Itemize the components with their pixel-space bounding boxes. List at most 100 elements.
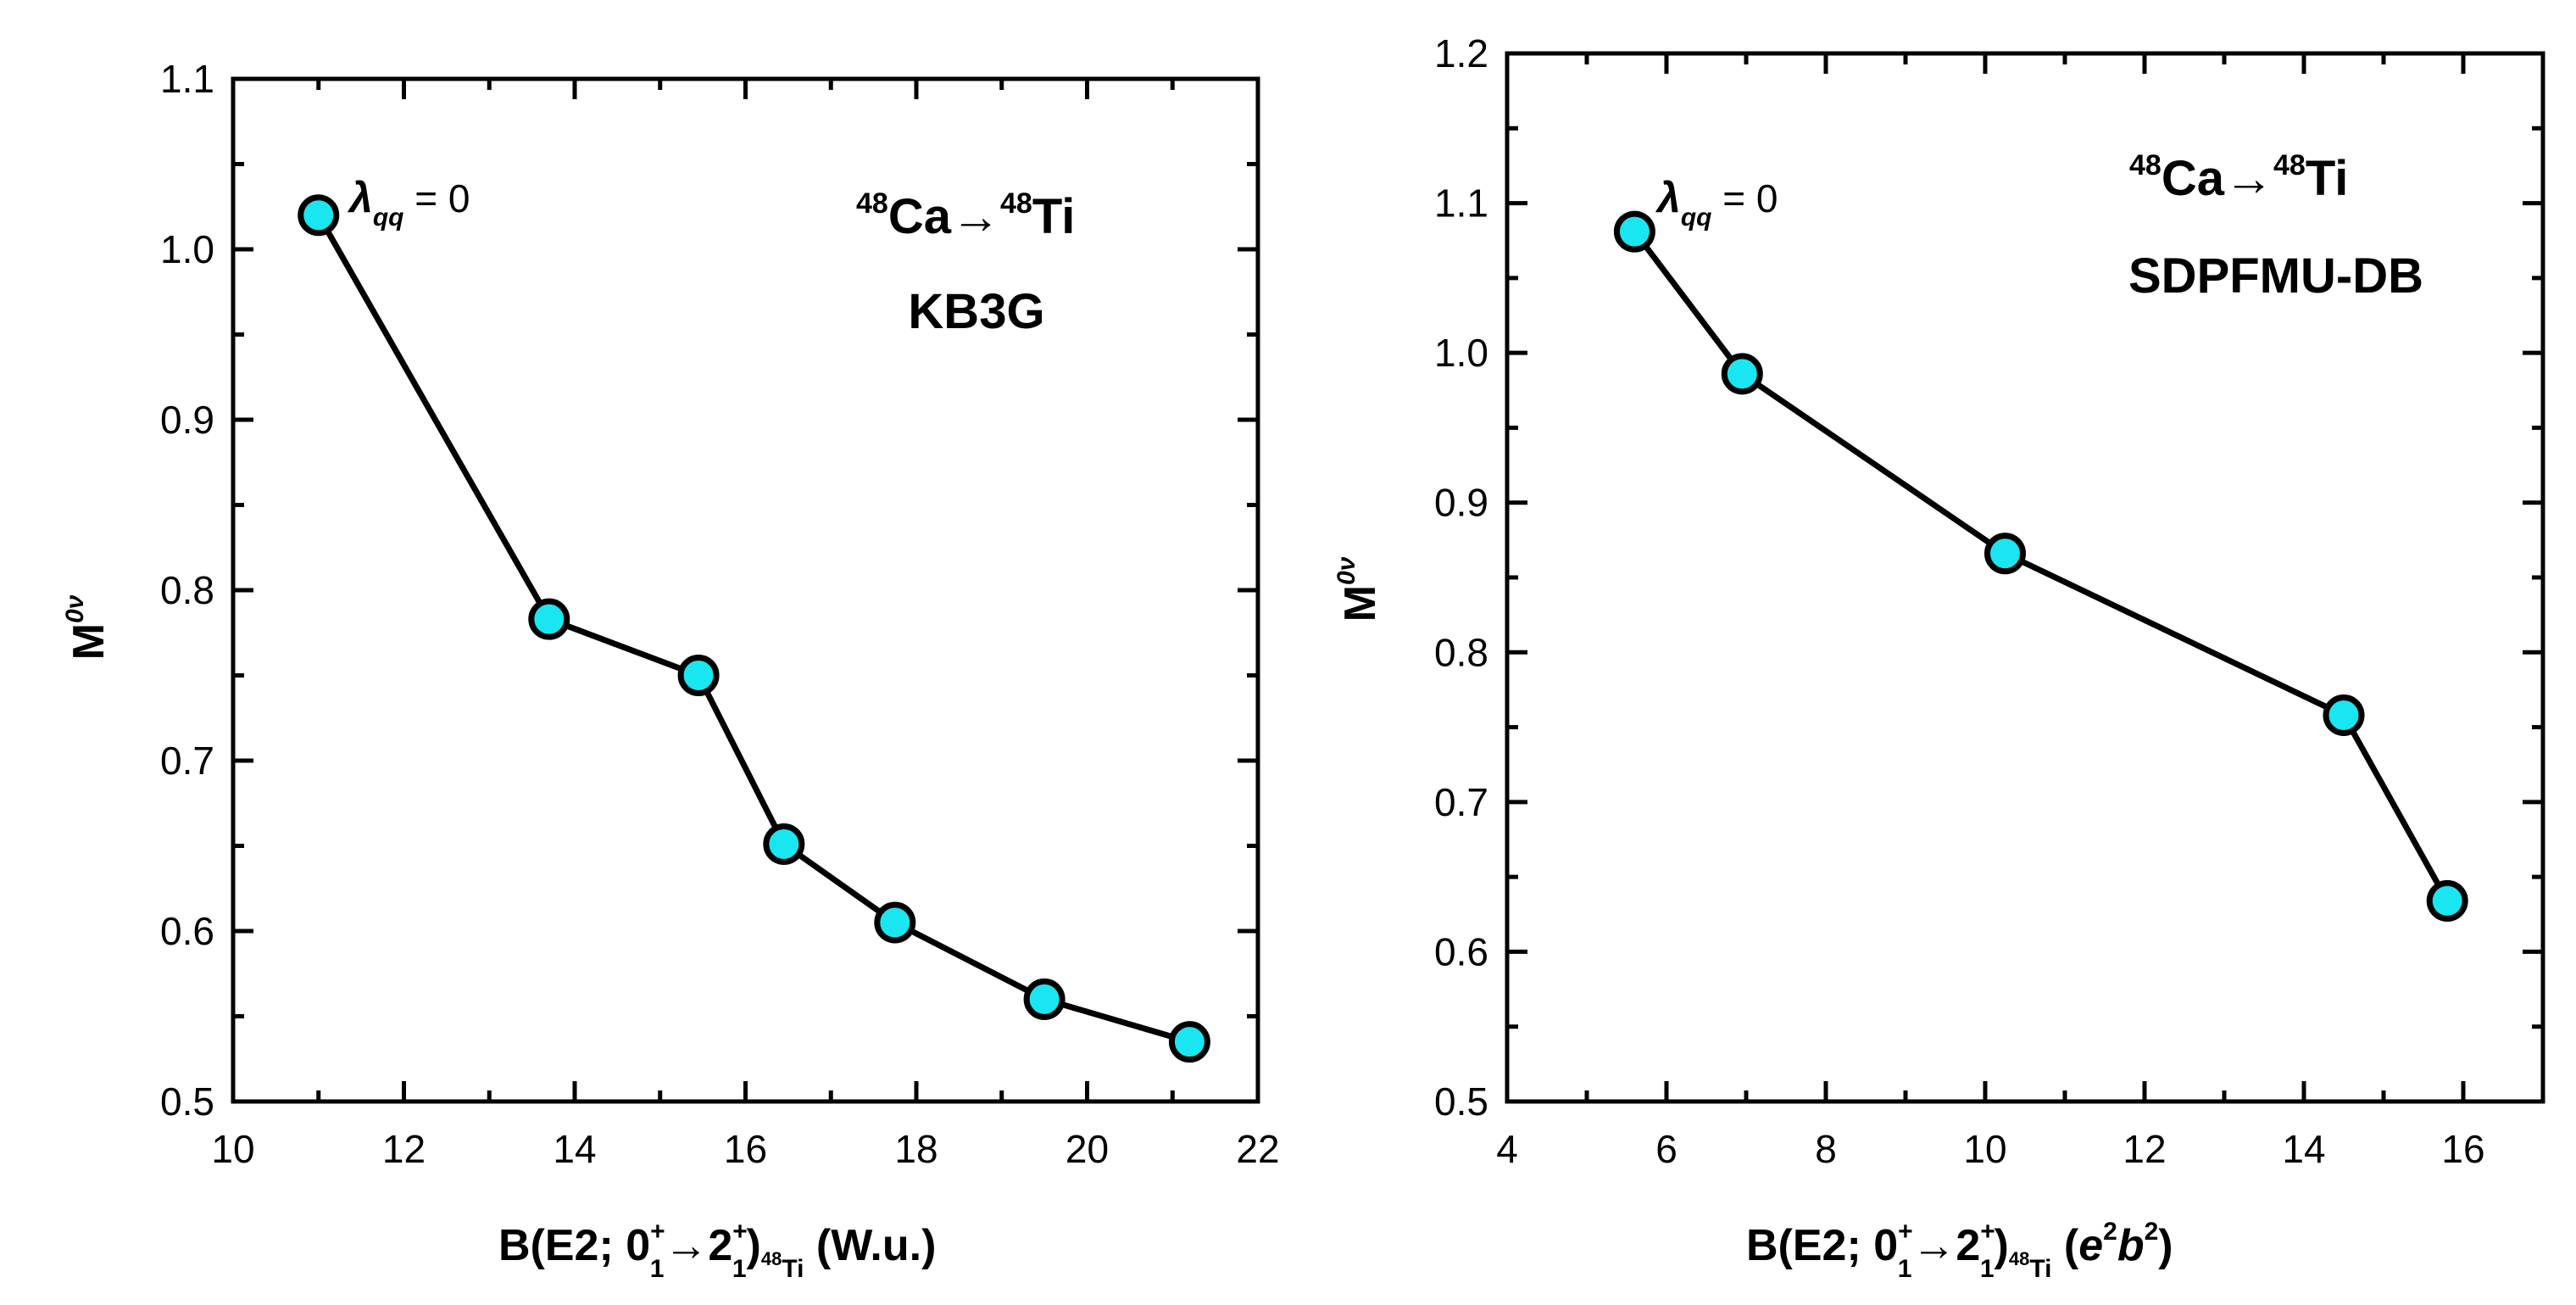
right-data-point	[1984, 533, 2026, 575]
right-x-tick-label: 6	[1655, 1127, 1677, 1171]
right-data-point	[2426, 879, 2468, 922]
right-series-points	[1613, 210, 2468, 922]
right-data-point	[1721, 353, 1763, 395]
left-x-tick-label: 20	[1065, 1127, 1109, 1171]
left-xlabel-iso-elem: Ti	[782, 1255, 804, 1283]
right-y-tick-label: 1.1	[1434, 181, 1488, 226]
right-xlabel-arrow: →	[1911, 1221, 1956, 1270]
right-xlabel-sub2: 1	[1980, 1255, 1995, 1283]
right-x-tick-label: 4	[1496, 1127, 1518, 1171]
left-lambda-sub: qq	[373, 204, 404, 231]
left-x-tick-label: 22	[1236, 1127, 1279, 1171]
left-reaction-e1: Ca	[888, 189, 952, 244]
right-y-tick-label: 0.9	[1434, 481, 1488, 525]
right-xlabel-unit-e: e	[2078, 1221, 2103, 1270]
right-x-tick-label: 12	[2123, 1127, 2166, 1171]
right-model-label: SDPFMU-DB	[2128, 248, 2423, 304]
left-xlabel-unit: (W.u.)	[804, 1221, 936, 1270]
left-series-line	[315, 214, 1191, 1046]
right-xlabel-unit-open: (	[2051, 1221, 2078, 1270]
right-ylabel-sup: 0ν	[1333, 556, 1360, 585]
left-plot-frame	[231, 76, 1260, 1104]
right-y-tick-label: 0.6	[1434, 929, 1488, 973]
left-ylabel-main: M	[64, 623, 114, 660]
right-lambda-annotation: λqq = 0	[1655, 174, 1778, 231]
left-x-tick-label: 12	[382, 1127, 426, 1171]
left-reaction-e2: Ti	[1032, 189, 1076, 244]
left-xlabel-sup2: +	[732, 1218, 748, 1246]
left-reaction-arrow: →	[951, 189, 1000, 244]
left-lambda-eq: = 0	[403, 176, 470, 220]
left-panel: 10 12 14 16 18 20 220.50.60.70.80.91.01.1 M0ν …	[61, 57, 1280, 1283]
left-x-tick-label: 18	[894, 1127, 937, 1171]
left-tick-labels: 10 12 14 16 18 20 22 0.5 0.6 0.7 0.8 0.9 1.0 1.1	[160, 57, 1280, 1171]
left-xlabel-pre: B(E2; 0	[498, 1221, 650, 1270]
right-y-tick-label: 0.5	[1434, 1079, 1488, 1124]
right-lambda-sub: qq	[1681, 204, 1712, 231]
left-data-point	[1023, 978, 1065, 1020]
left-xlabel-close: )	[747, 1221, 761, 1270]
left-data-point	[298, 194, 340, 237]
left-xlabel-mid: 2	[708, 1221, 732, 1270]
left-x-tick-label: 10	[211, 1127, 254, 1171]
left-y-tick-label: 0.8	[160, 568, 214, 612]
right-series-line	[1632, 230, 2451, 903]
left-y-tick-label: 0.5	[160, 1079, 214, 1124]
right-xlabel-close: )	[1995, 1221, 2009, 1270]
right-xlabel-pre: B(E2; 0	[1746, 1221, 1898, 1270]
right-xlabel-sup2: +	[1980, 1218, 1995, 1246]
left-y-tick-label: 1.1	[160, 57, 214, 101]
right-reaction-m1: 48	[2129, 149, 2162, 181]
right-xlabel-mid: 2	[1956, 1221, 1980, 1270]
left-y-tick-label: 0.9	[160, 398, 214, 442]
right-tick-labels: 4 6 8 10 12 14 16 0.5 0.6 0.7 0.8 0.9 1.0 1.1 1.2	[1434, 31, 2485, 1171]
right-xlabel-unit-e-sup: 2	[2103, 1218, 2117, 1246]
right-reaction-m2: 48	[2273, 149, 2306, 181]
left-y-tick-label: 0.7	[160, 739, 214, 783]
right-ylabel-main: M	[1336, 585, 1385, 622]
left-data-point	[528, 598, 570, 640]
right-xlabel-iso-elem: Ti	[2029, 1255, 2051, 1283]
right-x-axis-title: B(E2; 0+ 1→2+ 1)48Ti (e2b2)	[1746, 1218, 2173, 1283]
left-x-tick-label: 16	[724, 1127, 767, 1171]
left-data-point	[763, 823, 805, 865]
right-xlabel-iso-mass: 48	[2009, 1248, 2029, 1269]
left-lambda-annotation: λqq = 0	[347, 174, 470, 231]
left-ylabel-sup: 0ν	[61, 594, 89, 623]
right-xlabel-unit-b: b	[2117, 1221, 2145, 1270]
left-xlabel-sub2: 1	[732, 1255, 747, 1283]
left-y-tick-label: 0.6	[160, 909, 214, 953]
right-x-tick-label: 8	[1815, 1127, 1837, 1171]
right-data-point	[1613, 210, 1655, 253]
right-xlabel-sup1: +	[1898, 1218, 1913, 1246]
right-reaction-e1: Ca	[2162, 151, 2225, 206]
right-lambda-eq: = 0	[1711, 176, 1778, 220]
left-xlabel-sup1: +	[650, 1218, 665, 1246]
left-series-points	[298, 194, 1210, 1063]
left-model-label: KB3G	[908, 284, 1044, 339]
right-reaction-e2: Ti	[2306, 151, 2349, 206]
left-reaction-label: 48Ca→48Ti	[856, 187, 1075, 244]
right-xlabel-sub1: 1	[1898, 1255, 1912, 1283]
left-lambda: λ	[347, 174, 373, 221]
left-reaction-m1: 48	[856, 187, 888, 220]
right-y-tick-label: 1.2	[1434, 31, 1488, 75]
right-reaction-arrow: →	[2224, 151, 2273, 206]
right-x-tick-label: 14	[2282, 1127, 2325, 1171]
left-xlabel-arrow: →	[664, 1221, 708, 1270]
right-y-tick-label: 0.7	[1434, 780, 1488, 824]
left-data-point	[1168, 1021, 1210, 1063]
right-data-point	[2323, 694, 2365, 736]
right-x-tick-label: 16	[2441, 1127, 2484, 1171]
left-xlabel-sub1: 1	[650, 1255, 665, 1283]
left-ticks	[231, 76, 1260, 1104]
right-x-tick-label: 10	[1963, 1127, 2006, 1171]
left-y-tick-label: 1.0	[160, 227, 214, 271]
left-data-point	[677, 655, 720, 696]
right-panel: 4 6 8 10 12 14 160.50.60.70.80.91.01.11.2 M0ν …	[1333, 31, 2545, 1283]
left-xlabel-iso-mass: 48	[761, 1248, 782, 1269]
right-lambda: λ	[1655, 174, 1681, 221]
left-data-point	[874, 901, 916, 944]
right-y-tick-label: 1.0	[1434, 331, 1488, 375]
